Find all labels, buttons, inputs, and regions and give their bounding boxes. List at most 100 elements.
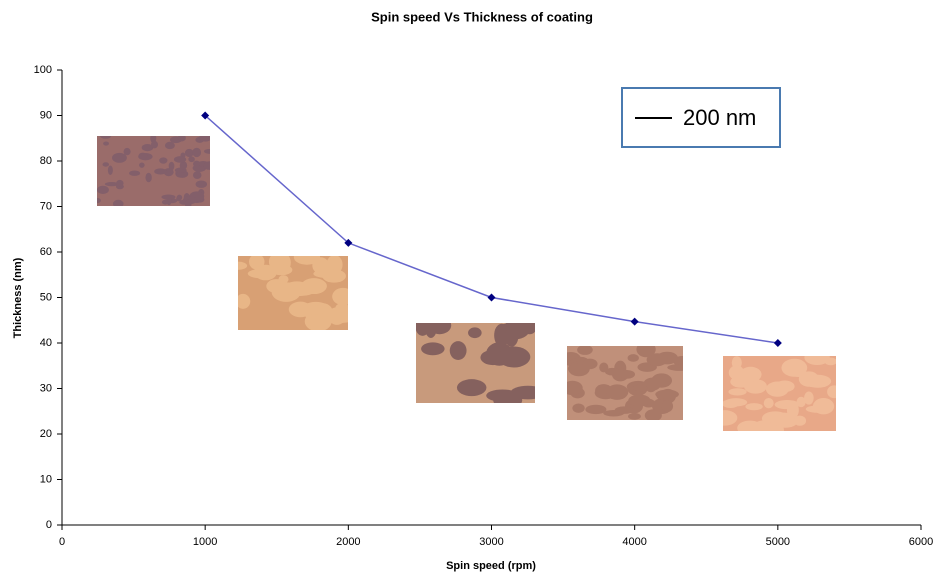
blob xyxy=(203,148,210,154)
blob xyxy=(791,359,804,369)
blob xyxy=(577,346,593,355)
blob xyxy=(661,400,674,413)
blob xyxy=(164,141,175,150)
blob xyxy=(307,317,321,328)
x-tick-label: 0 xyxy=(59,536,65,548)
blob xyxy=(667,364,683,371)
blob xyxy=(177,136,186,142)
blob xyxy=(739,366,762,383)
blob xyxy=(424,323,437,338)
micrograph-insets xyxy=(97,136,836,431)
blob xyxy=(238,261,248,270)
blob xyxy=(582,358,598,370)
x-tick-label: 3000 xyxy=(479,536,503,548)
blob xyxy=(468,327,482,339)
blob xyxy=(421,342,445,356)
micrograph xyxy=(238,256,348,330)
blob xyxy=(112,152,127,163)
blob xyxy=(628,394,651,407)
blob xyxy=(604,367,620,376)
blob xyxy=(614,406,634,414)
blob xyxy=(636,346,656,358)
data-point xyxy=(344,238,353,247)
blob xyxy=(103,141,109,146)
blob xyxy=(184,148,194,158)
blob xyxy=(154,168,167,175)
blob xyxy=(449,341,467,360)
blob xyxy=(723,399,739,408)
blob xyxy=(159,157,168,164)
blob xyxy=(827,385,836,399)
blob xyxy=(304,305,327,315)
blob xyxy=(655,389,679,399)
blob xyxy=(179,161,188,170)
blob xyxy=(301,278,327,295)
scale-bar-box xyxy=(621,87,781,148)
blob xyxy=(139,162,145,168)
x-tick-label: 6000 xyxy=(909,536,933,548)
micrograph xyxy=(416,323,535,403)
blob xyxy=(728,388,747,396)
blob xyxy=(161,199,169,205)
data-point xyxy=(487,293,496,302)
blob xyxy=(238,293,251,309)
blob xyxy=(141,144,154,152)
blob xyxy=(774,400,800,410)
micrograph xyxy=(567,346,683,420)
blob xyxy=(335,303,348,313)
micrograph-blobs xyxy=(723,356,836,431)
y-tick-label: 90 xyxy=(40,109,52,121)
y-tick-label: 70 xyxy=(40,200,52,212)
y-tick-label: 30 xyxy=(40,382,52,394)
chart-title: Spin speed Vs Thickness of coating xyxy=(371,9,593,24)
blob xyxy=(763,397,774,409)
blob xyxy=(168,161,175,171)
blob xyxy=(643,377,662,391)
blob xyxy=(199,136,210,142)
data-point xyxy=(630,317,639,326)
x-tick-label: 5000 xyxy=(766,536,790,548)
micrograph-blobs xyxy=(567,346,683,420)
blob xyxy=(97,185,109,195)
blob xyxy=(112,199,124,206)
blob xyxy=(150,140,159,149)
x-tick-label: 2000 xyxy=(336,536,360,548)
blob xyxy=(804,391,814,405)
micrograph xyxy=(723,356,836,431)
blob xyxy=(628,413,641,420)
blob xyxy=(123,147,131,156)
blob xyxy=(812,398,835,415)
blob xyxy=(332,287,348,306)
blob xyxy=(804,374,832,388)
blob xyxy=(646,353,668,367)
y-tick-label: 60 xyxy=(40,246,52,258)
blob xyxy=(456,379,487,397)
blob xyxy=(745,403,763,411)
blob xyxy=(328,308,346,325)
blob xyxy=(129,170,141,176)
blob xyxy=(173,156,187,163)
blob xyxy=(313,269,342,279)
micrograph-blobs xyxy=(238,256,348,330)
blob xyxy=(572,403,585,413)
blob xyxy=(504,323,535,334)
x-axis-title: Spin speed (rpm) xyxy=(446,560,536,572)
blob xyxy=(104,182,119,187)
x-tick-label: 4000 xyxy=(622,536,646,548)
y-tick-label: 20 xyxy=(40,428,52,440)
micrograph xyxy=(97,136,210,206)
blob xyxy=(796,396,806,408)
y-tick-label: 40 xyxy=(40,337,52,349)
blob xyxy=(494,323,510,347)
micrograph-blobs xyxy=(416,323,535,403)
y-tick-label: 100 xyxy=(34,64,52,76)
blob xyxy=(188,156,195,163)
y-tick-label: 10 xyxy=(40,473,52,485)
data-point xyxy=(773,339,782,347)
y-tick-label: 80 xyxy=(40,155,52,167)
blob xyxy=(619,370,636,379)
blob xyxy=(480,349,506,366)
blob xyxy=(773,416,798,428)
blob xyxy=(192,147,202,158)
